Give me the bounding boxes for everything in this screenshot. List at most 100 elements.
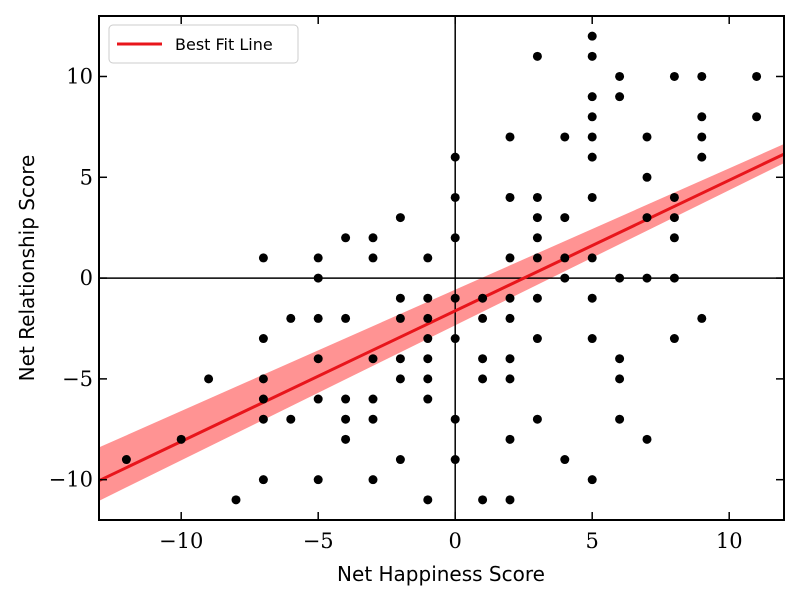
y-tick-label: −10: [49, 468, 93, 492]
scatter-point: [615, 414, 625, 424]
scatter-point: [587, 112, 597, 122]
scatter-point: [532, 414, 542, 424]
scatter-point: [532, 334, 542, 344]
x-tick-label: −10: [159, 529, 203, 553]
scatter-point: [587, 475, 597, 485]
scatter-point: [615, 273, 625, 283]
scatter-point: [450, 233, 460, 243]
scatter-point: [395, 313, 405, 323]
scatter-point: [286, 414, 296, 424]
plot-frame: [98, 15, 785, 521]
scatter-point: [368, 394, 378, 404]
scatter-point: [231, 495, 241, 505]
scatter-point: [505, 374, 515, 384]
legend-box: [108, 24, 299, 64]
scatter-point: [560, 253, 570, 263]
scatter-point: [642, 132, 652, 142]
scatter-point: [341, 233, 351, 243]
scatter-point: [587, 293, 597, 303]
confidence-band: [99, 144, 784, 501]
scatter-point: [478, 495, 488, 505]
best-fit-line: [98, 152, 785, 483]
scatter-point: [669, 334, 679, 344]
scatter-point: [642, 213, 652, 223]
scatter-point: [313, 313, 323, 323]
scatter-point: [368, 233, 378, 243]
scatter-point: [121, 455, 131, 465]
scatter-point: [258, 374, 268, 384]
scatter-point: [669, 192, 679, 202]
scatter-point: [505, 192, 515, 202]
scatter-point: [313, 394, 323, 404]
scatter-point: [505, 253, 515, 263]
scatter-point: [615, 92, 625, 102]
fit-line-layer: [98, 152, 785, 483]
y-tick-label: 10: [66, 64, 93, 88]
scatter-point: [752, 71, 762, 81]
scatter-point: [560, 455, 570, 465]
scatter-point: [642, 172, 652, 182]
scatter-point: [615, 354, 625, 364]
x-axis-title: Net Happiness Score: [337, 562, 545, 586]
scatter-point: [450, 152, 460, 162]
scatter-point: [313, 273, 323, 283]
zero-lines-layer: [99, 16, 784, 520]
scatter-point: [642, 434, 652, 444]
scatter-point: [258, 394, 268, 404]
scatter-point: [341, 313, 351, 323]
scatter-point: [450, 334, 460, 344]
scatter-point: [587, 192, 597, 202]
scatter-point: [697, 132, 707, 142]
scatter-point: [478, 293, 488, 303]
scatter-point: [423, 293, 433, 303]
scatter-point: [587, 152, 597, 162]
scatter-point: [505, 495, 515, 505]
scatter-point: [258, 253, 268, 263]
scatter-point: [697, 112, 707, 122]
scatter-point: [450, 293, 460, 303]
y-tick-label: −5: [62, 367, 93, 391]
scatter-point: [587, 334, 597, 344]
scatter-point: [615, 374, 625, 384]
scatter-point: [505, 293, 515, 303]
legend: Best Fit Line: [108, 24, 299, 64]
scatter-point: [368, 414, 378, 424]
scatter-point: [587, 92, 597, 102]
scatter-point: [395, 293, 405, 303]
scatter-point: [560, 273, 570, 283]
scatter-point: [395, 455, 405, 465]
scatter-point: [395, 374, 405, 384]
scatter-point: [313, 475, 323, 485]
scatter-point: [368, 253, 378, 263]
x-tick-label: −5: [303, 529, 334, 553]
scatter-point: [176, 434, 186, 444]
scatter-point: [423, 394, 433, 404]
scatter-point: [669, 273, 679, 283]
scatter-point: [341, 394, 351, 404]
scatter-point: [532, 51, 542, 61]
scatter-point: [450, 192, 460, 202]
scatter-point: [478, 313, 488, 323]
scatter-point: [258, 475, 268, 485]
scatter-point: [395, 213, 405, 223]
scatter-point: [615, 71, 625, 81]
scatter-point: [505, 313, 515, 323]
scatter-point: [642, 273, 652, 283]
scatter-points-layer: [121, 31, 762, 505]
scatter-point: [368, 354, 378, 364]
scatter-point: [258, 334, 268, 344]
legend-label-best-fit: Best Fit Line: [175, 35, 273, 54]
x-tick-label: 5: [586, 529, 599, 553]
scatter-point: [697, 152, 707, 162]
scatter-point: [560, 213, 570, 223]
scatter-point: [532, 233, 542, 243]
scatter-point: [560, 132, 570, 142]
scatter-point: [423, 354, 433, 364]
scatter-point: [532, 253, 542, 263]
scatter-point: [587, 253, 597, 263]
scatter-point: [423, 253, 433, 263]
scatter-point: [341, 434, 351, 444]
scatter-point: [423, 334, 433, 344]
x-tick-label: 10: [716, 529, 743, 553]
